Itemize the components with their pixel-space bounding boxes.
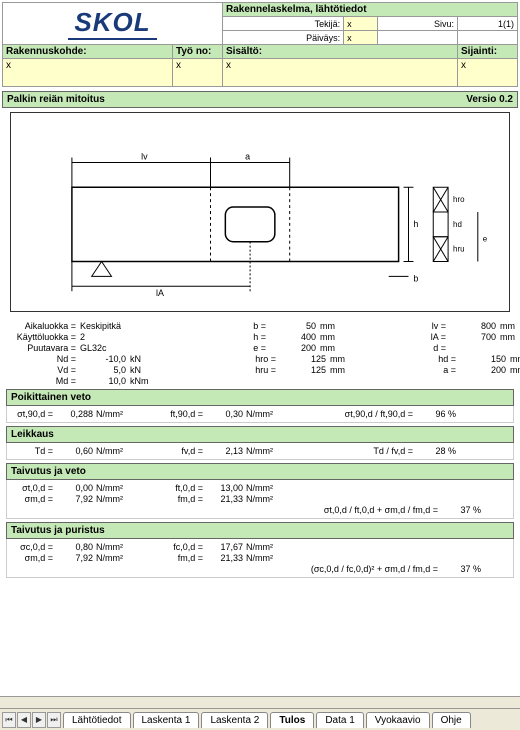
tab-vyokaavio[interactable]: Vyokaavio bbox=[366, 712, 430, 728]
taivutus-puristus-section: Taivutus ja puristus σc,0,d = 0,80 N/mm²… bbox=[6, 522, 514, 578]
sivu-value: 1(1) bbox=[458, 17, 518, 31]
sheet-tabs: ⏮ ◀ ▶ ⏭ Lähtötiedot Laskenta 1 Laskenta … bbox=[0, 708, 520, 730]
sijainti-value[interactable]: x bbox=[458, 59, 518, 87]
svg-text:a: a bbox=[245, 152, 250, 162]
taivutus-veto-title: Taivutus ja veto bbox=[6, 463, 514, 480]
sivu-label: Sivu: bbox=[378, 17, 458, 31]
aikaluokka-label: Aikaluokka = bbox=[10, 321, 80, 331]
vd-label: Vd = bbox=[10, 365, 80, 375]
puutavara-value: GL32c bbox=[80, 343, 140, 353]
md-value: 10,0 bbox=[80, 376, 130, 386]
page-header: SKOL Rakennelaskelma, lähtötiedot Tekijä… bbox=[0, 0, 520, 89]
poikittainen-section: Poikittainen veto σt,90,d = 0,288 N/mm² … bbox=[6, 389, 514, 423]
tab-lahtotiedot[interactable]: Lähtötiedot bbox=[63, 712, 131, 728]
nd-value: -10,0 bbox=[80, 354, 130, 364]
horizontal-scrollbar[interactable] bbox=[0, 696, 520, 708]
la-label: lA = bbox=[380, 332, 450, 342]
a-value: 200 bbox=[460, 365, 510, 375]
vd-value: 5,0 bbox=[80, 365, 130, 375]
svg-text:lv: lv bbox=[141, 152, 148, 162]
tab-nav-first[interactable]: ⏮ bbox=[2, 712, 16, 728]
tyono-value[interactable]: x bbox=[173, 59, 223, 87]
b-value: 50 bbox=[270, 321, 320, 331]
paivays-label: Päiväys: bbox=[223, 31, 344, 45]
beam-section-header: Palkin reiän mitoitus Versio 0.2 bbox=[2, 91, 518, 108]
puutavara-label: Puutavara = bbox=[10, 343, 80, 353]
svg-text:hro: hro bbox=[453, 195, 465, 204]
e-label: e = bbox=[200, 343, 270, 353]
nd-unit: kN bbox=[130, 354, 190, 364]
beam-diagram-svg: lv a lA h b hro hd hru e bbox=[11, 113, 509, 311]
poikittainen-title: Poikittainen veto bbox=[6, 389, 514, 406]
tekija-value[interactable]: x bbox=[344, 17, 378, 31]
svg-text:hd: hd bbox=[453, 220, 462, 229]
tab-nav-next[interactable]: ▶ bbox=[32, 712, 46, 728]
svg-text:b: b bbox=[413, 273, 418, 283]
logo-cell: SKOL bbox=[3, 3, 223, 45]
svg-text:h: h bbox=[413, 219, 418, 229]
svg-text:lA: lA bbox=[156, 288, 164, 298]
b-label: b = bbox=[200, 321, 270, 331]
hru-value: 125 bbox=[280, 365, 330, 375]
paivays-value[interactable]: x bbox=[344, 31, 378, 45]
tekija-label: Tekijä: bbox=[223, 17, 344, 31]
tab-tulos[interactable]: Tulos bbox=[270, 712, 314, 728]
la-value: 700 bbox=[450, 332, 500, 342]
doc-title: Rakennelaskelma, lähtötiedot bbox=[223, 3, 518, 17]
tab-nav-last[interactable]: ⏭ bbox=[47, 712, 61, 728]
beam-version: Versio 0.2 bbox=[466, 94, 513, 105]
logo-text: SKOL bbox=[68, 7, 156, 40]
beam-diagram: lv a lA h b hro hd hru e bbox=[10, 112, 510, 312]
sijainti-label: Sijainti: bbox=[458, 45, 518, 59]
taivutus-puristus-title: Taivutus ja puristus bbox=[6, 522, 514, 539]
aikaluokka-value: Keskipitkä bbox=[80, 321, 140, 331]
hd-value: 150 bbox=[460, 354, 510, 364]
beam-title: Palkin reiän mitoitus bbox=[7, 94, 466, 105]
tab-ohje[interactable]: Ohje bbox=[432, 712, 471, 728]
rakennuskohde-label: Rakennuskohde: bbox=[3, 45, 173, 59]
sisalto-label: Sisältö: bbox=[223, 45, 458, 59]
d-label: d = bbox=[380, 343, 450, 353]
parameter-area: Aikaluokka = Keskipitkä b = 50 mm lv = 8… bbox=[0, 316, 520, 386]
tab-laskenta1[interactable]: Laskenta 1 bbox=[133, 712, 200, 728]
md-unit: kNm bbox=[130, 376, 190, 386]
rakennuskohde-value[interactable]: x bbox=[3, 59, 173, 87]
hru-label: hru = bbox=[210, 365, 280, 375]
h-label: h = bbox=[200, 332, 270, 342]
nd-label: Nd = bbox=[10, 354, 80, 364]
d-value bbox=[450, 343, 500, 353]
leikkaus-title: Leikkaus bbox=[6, 426, 514, 443]
tab-data1[interactable]: Data 1 bbox=[316, 712, 363, 728]
lv-label: lv = bbox=[380, 321, 450, 331]
hro-value: 125 bbox=[280, 354, 330, 364]
h-value: 400 bbox=[270, 332, 320, 342]
tab-laskenta2[interactable]: Laskenta 2 bbox=[201, 712, 268, 728]
tyono-label: Työ no: bbox=[173, 45, 223, 59]
tab-nav-prev[interactable]: ◀ bbox=[17, 712, 31, 728]
a-label: a = bbox=[390, 365, 460, 375]
svg-text:e: e bbox=[483, 235, 488, 244]
hro-label: hro = bbox=[210, 354, 280, 364]
kayttoluokka-value: 2 bbox=[80, 332, 140, 342]
vd-unit: kN bbox=[130, 365, 190, 375]
lv-value: 800 bbox=[450, 321, 500, 331]
taivutus-veto-section: Taivutus ja veto σt,0,d = 0,00 N/mm² ft,… bbox=[6, 463, 514, 519]
kayttoluokka-label: Käyttöluokka = bbox=[10, 332, 80, 342]
leikkaus-section: Leikkaus Td = 0,60 N/mm² fv,d = 2,13 N/m… bbox=[6, 426, 514, 460]
svg-text:hru: hru bbox=[453, 245, 464, 254]
header-table: SKOL Rakennelaskelma, lähtötiedot Tekijä… bbox=[2, 2, 518, 87]
sisalto-value[interactable]: x bbox=[223, 59, 458, 87]
md-label: Md = bbox=[10, 376, 80, 386]
e-value: 200 bbox=[270, 343, 320, 353]
hd-label: hd = bbox=[390, 354, 460, 364]
